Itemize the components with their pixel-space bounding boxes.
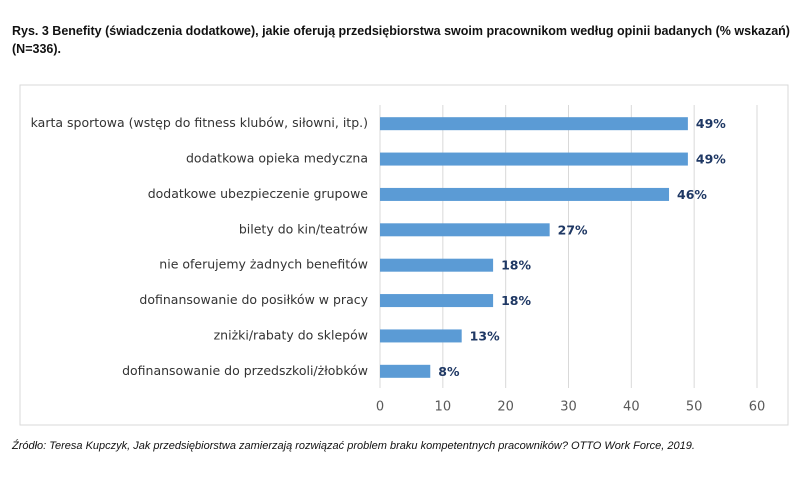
value-label: 46%	[677, 187, 707, 202]
y-tick-label: dodatkowe ubezpieczenie grupowe	[148, 186, 369, 201]
y-tick-label: karta sportowa (wstęp do fitness klubów,…	[31, 115, 368, 130]
chart-frame	[19, 84, 789, 426]
chart-title: Rys. 3 Benefity (świadczenia dodatkowe),…	[12, 24, 790, 56]
y-tick-label: nie oferujemy żadnych benefitów	[159, 257, 368, 272]
value-label: 49%	[696, 152, 726, 167]
bar	[380, 364, 431, 378]
value-label: 13%	[470, 328, 500, 343]
x-tick-label: 20	[497, 400, 514, 415]
x-tick-label: 30	[560, 400, 577, 415]
chart: 0 10 20 30 40 50 60 karta sportowa (wstęp do fi…	[19, 84, 789, 426]
bar	[380, 223, 550, 237]
x-tick-label: 40	[623, 400, 640, 415]
bar	[380, 294, 494, 308]
x-tick-label: 50	[686, 400, 703, 415]
bar	[380, 329, 462, 343]
y-tick-label: zniżki/rabaty do sklepów	[214, 327, 368, 342]
x-tick-label: 60	[749, 400, 766, 415]
x-tick-label: 10	[435, 400, 452, 415]
value-label: 49%	[696, 116, 726, 131]
value-label: 8%	[438, 364, 460, 379]
value-label: 27%	[558, 222, 588, 237]
x-tick-label: 0	[376, 400, 384, 415]
y-tick-label: dofinansowanie do przedszkoli/żłobków	[122, 363, 368, 378]
bar	[380, 258, 494, 272]
y-tick-label: dodatkowa opieka medyczna	[186, 151, 368, 166]
bar	[380, 187, 670, 201]
y-tick-label: bilety do kin/teatrów	[239, 221, 368, 236]
y-tick-label: dofinansowanie do posiłków w pracy	[139, 292, 368, 307]
value-label: 18%	[501, 258, 531, 273]
value-label: 18%	[501, 293, 531, 308]
source-note: Źródło: Teresa Kupczyk, Jak przedsiębior…	[12, 440, 695, 452]
bar	[380, 152, 688, 166]
bar	[380, 117, 688, 131]
